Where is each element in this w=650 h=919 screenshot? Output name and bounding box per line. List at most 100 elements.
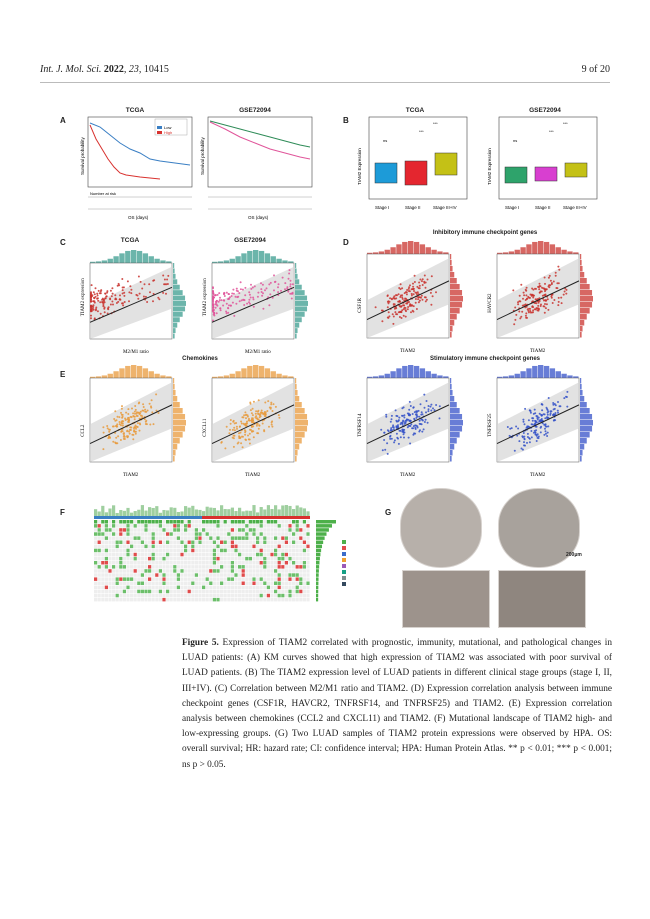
panel-label-d: D xyxy=(343,238,349,247)
x-axis-label: TIAM2 xyxy=(400,349,416,354)
histogram-bar xyxy=(295,317,302,323)
panel-c-title-1: TCGA xyxy=(120,237,140,244)
mutation-cell xyxy=(292,585,296,590)
mutation-cell xyxy=(266,552,270,557)
mutation-cell xyxy=(122,520,126,524)
mutation-cell xyxy=(248,536,252,540)
mutation-cell xyxy=(194,536,198,540)
mutation-cell xyxy=(122,597,126,602)
regression-line xyxy=(89,286,173,323)
caption-text: Expression of TIAM2 correlated with prog… xyxy=(182,638,613,770)
scatter-point xyxy=(410,423,413,426)
scatter-point xyxy=(392,424,395,427)
mutation-cell xyxy=(281,561,285,565)
scatter-point xyxy=(525,426,528,429)
mutation-cell xyxy=(266,520,270,524)
mutation-cell xyxy=(122,524,126,528)
scatter-point xyxy=(90,284,93,287)
mutation-cell xyxy=(277,544,281,549)
mutation-cell xyxy=(252,536,256,540)
mutation-cell xyxy=(306,552,310,557)
tmb-bar xyxy=(155,506,159,516)
mutation-cell xyxy=(187,589,191,594)
mutation-cell xyxy=(245,544,249,549)
mutation-cell xyxy=(119,593,123,598)
tmb-bar xyxy=(238,507,242,516)
mutation-cell xyxy=(295,556,299,561)
mutation-cell xyxy=(238,569,242,573)
tmb-bar xyxy=(227,509,231,516)
mutation-cell xyxy=(176,520,180,524)
histogram-bar xyxy=(367,252,373,254)
mutation-cell xyxy=(119,569,123,573)
mutation-cell xyxy=(284,528,288,532)
scatter-point xyxy=(386,429,389,432)
histogram-bar xyxy=(217,261,224,263)
mutation-cell xyxy=(281,532,285,536)
mutation-cell xyxy=(97,544,101,549)
scatter-point xyxy=(143,418,146,421)
mutation-cell xyxy=(245,573,249,577)
mutation-cell xyxy=(94,573,98,577)
scatter-point xyxy=(537,435,540,438)
gene-freq-bar xyxy=(316,565,320,569)
scatter-point xyxy=(267,400,270,403)
tmb-bar xyxy=(184,506,188,516)
scatter-point xyxy=(111,292,114,295)
mutation-cell xyxy=(162,577,166,581)
mutation-cell xyxy=(263,565,267,569)
mutation-cell xyxy=(94,565,98,569)
scatter-point xyxy=(381,449,384,452)
mutation-cell xyxy=(140,597,144,602)
mutation-cell xyxy=(112,581,116,585)
mutation-cell xyxy=(187,532,191,536)
histogram-bar xyxy=(173,396,178,402)
mutation-cell xyxy=(299,593,303,598)
regression-line xyxy=(366,280,450,320)
tmb-bar xyxy=(209,507,213,516)
scatter-point xyxy=(256,295,259,298)
mutation-cell xyxy=(284,544,288,549)
mutation-cell xyxy=(230,573,234,577)
scatter-point xyxy=(415,308,418,310)
mutation-cell xyxy=(292,544,296,549)
mutation-cell xyxy=(284,552,288,557)
mutation-cell xyxy=(104,585,108,590)
mutation-cell xyxy=(122,569,126,573)
mutation-cell xyxy=(158,552,162,557)
mutation-cell xyxy=(191,593,195,598)
scatter-point xyxy=(268,304,271,307)
mutation-cell xyxy=(155,552,159,557)
mutation-cell xyxy=(144,593,148,598)
mutation-cell xyxy=(299,520,303,524)
mutation-cell xyxy=(299,532,303,536)
mutation-cell xyxy=(194,528,198,532)
mutation-cell xyxy=(155,565,159,569)
mutation-cell xyxy=(104,536,108,540)
mutation-cell xyxy=(295,561,299,565)
mutation-cell xyxy=(202,565,206,569)
scatter-point xyxy=(531,423,534,426)
scatter-point xyxy=(527,419,530,422)
mutation-cell xyxy=(104,520,108,524)
mutation-cell xyxy=(97,577,101,581)
scatter-point xyxy=(392,315,395,318)
mutation-cell xyxy=(184,552,188,557)
histogram-bar xyxy=(276,258,282,263)
mutation-cell xyxy=(176,597,180,602)
gene-freq-bar xyxy=(316,548,322,553)
mutation-cell xyxy=(241,569,245,573)
scatter-point xyxy=(438,405,441,408)
mutation-cell xyxy=(194,597,198,602)
scatter-point xyxy=(438,417,441,420)
mutation-cell xyxy=(176,577,180,581)
scatter-point xyxy=(235,425,238,428)
mutation-cell xyxy=(144,573,148,577)
histogram-bar xyxy=(173,295,186,301)
scatter-point xyxy=(396,294,398,297)
mutation-cell xyxy=(227,589,231,594)
mutation-cell xyxy=(202,536,206,540)
mutation-cell xyxy=(252,552,256,557)
mutation-cell xyxy=(126,581,130,585)
